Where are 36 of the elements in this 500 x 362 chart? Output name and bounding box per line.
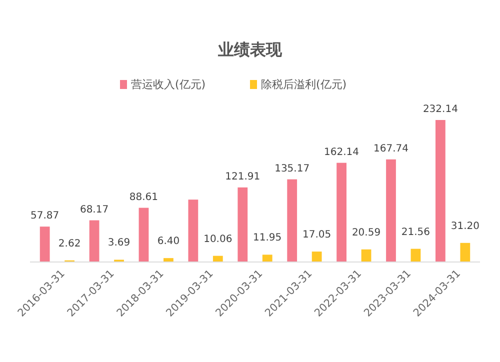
data-label: 6.40: [157, 236, 180, 248]
bar: [312, 252, 322, 262]
data-label: 135.17: [274, 163, 310, 174]
chart-title: 业绩表现: [217, 40, 283, 59]
bar: [212, 256, 223, 262]
data-label: 162.14: [324, 146, 360, 158]
data-label: 31.20: [450, 220, 480, 232]
legend-label: 除税后溢利(亿元): [261, 78, 347, 91]
data-label: 11.95: [253, 232, 282, 244]
data-label: 68.17: [80, 204, 109, 216]
bar: [361, 249, 372, 262]
bar: [238, 187, 248, 262]
bar: [262, 254, 272, 262]
bar: [435, 120, 446, 262]
bar: [386, 159, 396, 262]
data-label: 57.87: [30, 210, 60, 222]
bar: [460, 242, 470, 262]
data-label: 10.06: [204, 234, 232, 245]
bar: [336, 162, 346, 262]
bar: [40, 226, 50, 262]
bar: [89, 220, 100, 262]
data-label: 21.56: [401, 226, 430, 238]
bar: [138, 208, 149, 262]
data-label: 232.14: [422, 104, 458, 115]
data-label: 17.05: [302, 230, 332, 241]
data-label: 88.61: [129, 192, 158, 203]
data-label: 2.62: [58, 238, 81, 250]
bar: [410, 248, 421, 262]
data-label: 3.69: [108, 238, 130, 249]
data-label: 167.74: [373, 143, 408, 154]
bar: [188, 200, 198, 262]
bar: [164, 258, 174, 262]
bar: [287, 179, 298, 262]
data-label: 20.59: [352, 227, 381, 238]
data-label: 121.91: [225, 171, 260, 182]
legend-label: 营运收入(亿元): [131, 78, 206, 91]
